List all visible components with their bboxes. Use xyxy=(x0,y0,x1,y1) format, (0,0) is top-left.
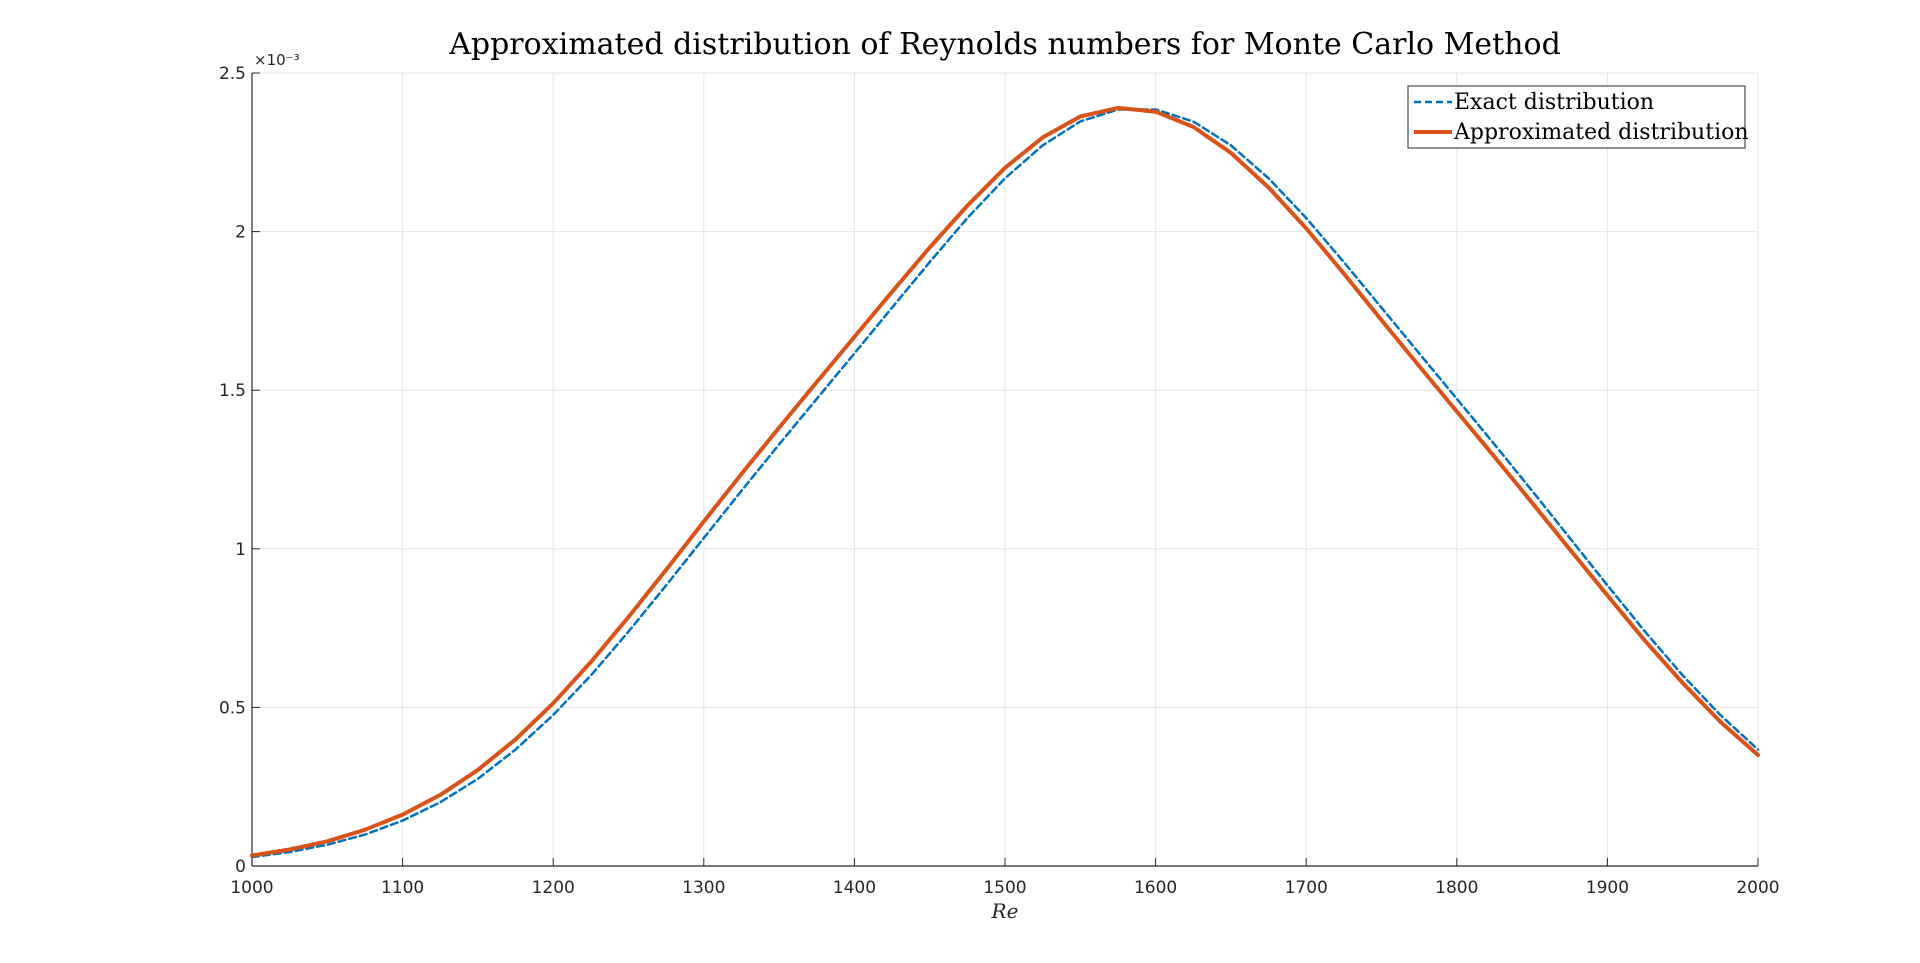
y-tick-label: 2 xyxy=(235,223,246,243)
y-tick-label: 2.5 xyxy=(219,64,246,84)
x-tick-label: 1700 xyxy=(1285,878,1328,898)
x-tick-label: 1300 xyxy=(682,878,725,898)
series-lines xyxy=(250,105,1760,859)
series-line-approximated xyxy=(250,105,1760,858)
y-tick-label: 1.5 xyxy=(219,381,246,401)
y-tick-label: 1 xyxy=(235,540,246,560)
legend-label-approximated: Approximated distribution xyxy=(1453,120,1749,145)
axes xyxy=(251,72,1759,867)
x-tick-label: 1900 xyxy=(1586,878,1629,898)
x-tick-label: 1000 xyxy=(230,878,273,898)
y-tick-label: 0.5 xyxy=(219,698,246,718)
x-tick-label: 1400 xyxy=(833,878,876,898)
x-tick-label: 1100 xyxy=(381,878,424,898)
legend-label-exact: Exact distribution xyxy=(1454,90,1654,115)
x-tick-label: 1600 xyxy=(1134,878,1177,898)
x-tick-label: 1200 xyxy=(532,878,575,898)
tick-labels: 1000 1100 1200 1300 1400 1500 1600 1700 1800 1900… xyxy=(219,64,1780,898)
series-line-exact xyxy=(250,108,1760,859)
x-axis-label: Re xyxy=(991,899,1019,923)
x-tick-label: 1800 xyxy=(1435,878,1478,898)
chart-title: Approximated distribution of Reynolds nu… xyxy=(448,27,1561,62)
y-exponent-label: ×10⁻³ xyxy=(254,51,300,69)
legend-box xyxy=(1407,85,1746,149)
x-tick-label: 2000 xyxy=(1736,878,1779,898)
y-tick-label: 0 xyxy=(235,857,246,877)
x-tick-label: 1500 xyxy=(983,878,1026,898)
legend: Exact distribution Approximated distribut… xyxy=(1407,85,1749,149)
